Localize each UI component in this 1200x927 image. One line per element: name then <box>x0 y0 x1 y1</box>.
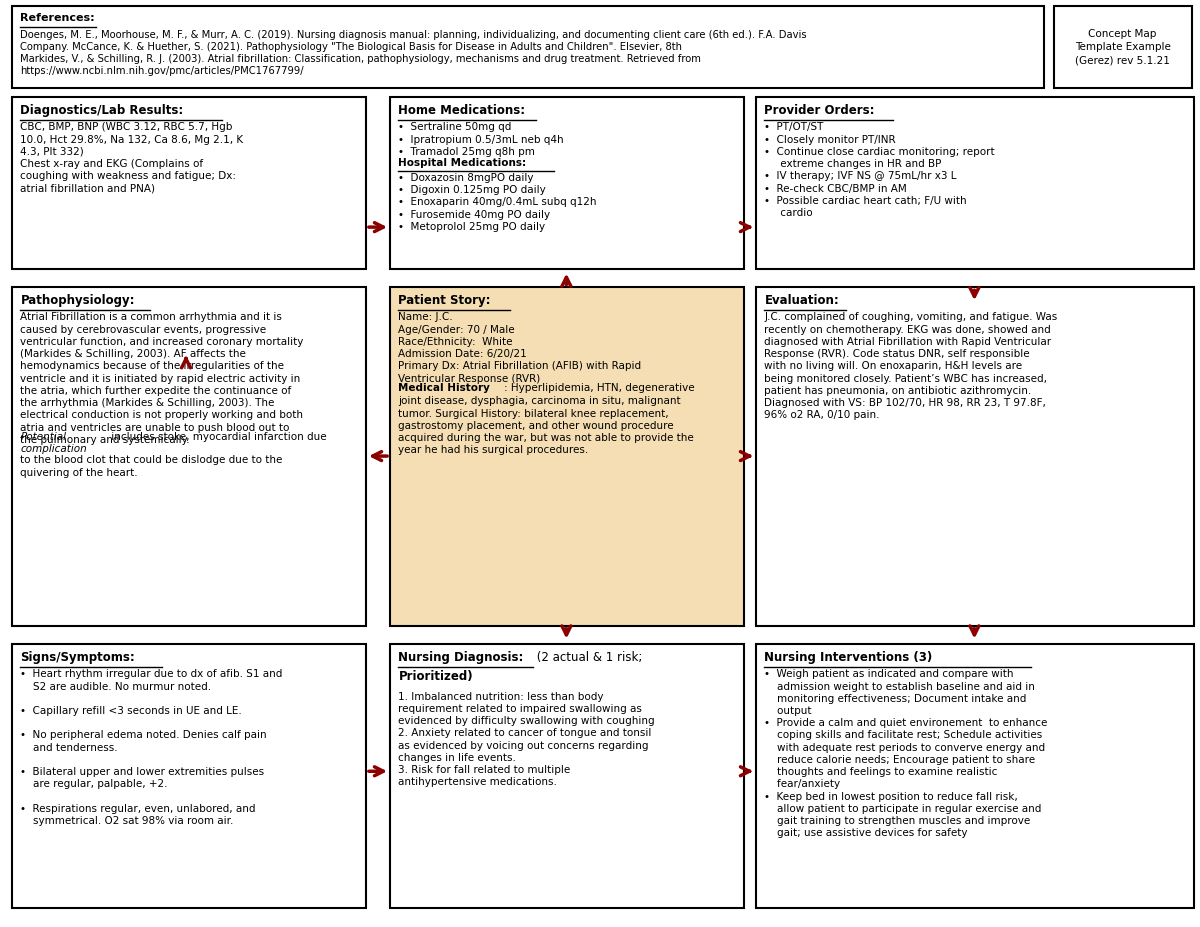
FancyBboxPatch shape <box>12 6 1044 88</box>
Text: Signs/Symptoms:: Signs/Symptoms: <box>20 651 136 664</box>
FancyBboxPatch shape <box>756 97 1194 269</box>
Text: Provider Orders:: Provider Orders: <box>764 104 875 117</box>
Text: Pathophysiology:: Pathophysiology: <box>20 294 134 307</box>
Text: Atrial Fibrillation is a common arrhythmia and it is
caused by cerebrovascular e: Atrial Fibrillation is a common arrhythm… <box>20 312 304 445</box>
FancyBboxPatch shape <box>390 644 744 908</box>
Text: 1. Imbalanced nutrition: less than body
requirement related to impaired swallowi: 1. Imbalanced nutrition: less than body … <box>398 692 655 787</box>
Text: Home Medications:: Home Medications: <box>398 104 526 117</box>
Text: Diagnostics/Lab Results:: Diagnostics/Lab Results: <box>20 104 184 117</box>
Text: J.C. complained of coughing, vomiting, and fatigue. Was
recently on chemotherapy: J.C. complained of coughing, vomiting, a… <box>764 312 1057 420</box>
Text: •  Heart rhythm irregular due to dx of afib. S1 and
    S2 are audible. No murmu: • Heart rhythm irregular due to dx of af… <box>20 669 283 826</box>
Text: Nursing Interventions (3): Nursing Interventions (3) <box>764 651 932 664</box>
Text: includes stoke, myocardial infarction due: includes stoke, myocardial infarction du… <box>108 432 326 441</box>
Text: Name: J.C.
Age/Gender: 70 / Male
Race/Ethnicity:  White
Admission Date: 6/20/21
: Name: J.C. Age/Gender: 70 / Male Race/Et… <box>398 312 642 384</box>
Text: •  PT/OT/ST
•  Closely monitor PT/INR
•  Continue close cardiac monitoring; repo: • PT/OT/ST • Closely monitor PT/INR • Co… <box>764 122 995 218</box>
FancyBboxPatch shape <box>756 287 1194 626</box>
Text: (2 actual & 1 risk;: (2 actual & 1 risk; <box>533 651 642 664</box>
FancyBboxPatch shape <box>12 287 366 626</box>
Text: Concept Map
Template Example
(Gerez) rev 5.1.21: Concept Map Template Example (Gerez) rev… <box>1075 29 1170 66</box>
Text: CBC, BMP, BNP (WBC 3.12, RBC 5.7, Hgb
10.0, Hct 29.8%, Na 132, Ca 8.6, Mg 2.1, K: CBC, BMP, BNP (WBC 3.12, RBC 5.7, Hgb 10… <box>20 122 244 194</box>
Text: •  Doxazosin 8mgPO daily
•  Digoxin 0.125mg PO daily
•  Enoxaparin 40mg/0.4mL su: • Doxazosin 8mgPO daily • Digoxin 0.125m… <box>398 173 596 232</box>
Text: Doenges, M. E., Moorhouse, M. F., & Murr, A. C. (2019). Nursing diagnosis manual: Doenges, M. E., Moorhouse, M. F., & Murr… <box>20 30 808 76</box>
FancyBboxPatch shape <box>390 97 744 269</box>
FancyBboxPatch shape <box>756 644 1194 908</box>
FancyBboxPatch shape <box>1054 6 1192 88</box>
Text: Patient Story:: Patient Story: <box>398 294 491 307</box>
Text: joint disease, dysphagia, carcinoma in situ, malignant
tumor. Surgical History: : joint disease, dysphagia, carcinoma in s… <box>398 397 694 455</box>
Text: Nursing Diagnosis:: Nursing Diagnosis: <box>398 651 523 664</box>
Text: to the blood clot that could be dislodge due to the
quivering of the heart.: to the blood clot that could be dislodge… <box>20 455 283 477</box>
Text: Potential
complication: Potential complication <box>20 432 88 453</box>
FancyBboxPatch shape <box>390 287 744 626</box>
Text: Hospital Medications:: Hospital Medications: <box>398 159 527 168</box>
FancyBboxPatch shape <box>12 644 366 908</box>
Text: Evaluation:: Evaluation: <box>764 294 839 307</box>
FancyBboxPatch shape <box>12 97 366 269</box>
Text: : Hyperlipidemia, HTN, degenerative: : Hyperlipidemia, HTN, degenerative <box>504 384 695 393</box>
Text: Medical History: Medical History <box>398 384 491 393</box>
Text: References:: References: <box>20 13 95 23</box>
Text: Prioritized): Prioritized) <box>398 670 473 683</box>
Text: •  Sertraline 50mg qd
•  Ipratropium 0.5/3mL neb q4h
•  Tramadol 25mg q8h pm: • Sertraline 50mg qd • Ipratropium 0.5/3… <box>398 122 564 157</box>
Text: •  Weigh patient as indicated and compare with
    admission weight to establish: • Weigh patient as indicated and compare… <box>764 669 1048 838</box>
